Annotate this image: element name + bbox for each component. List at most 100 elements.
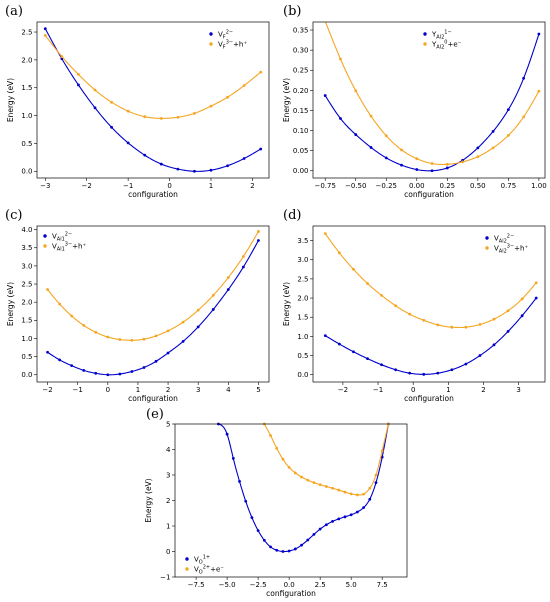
data-point	[130, 338, 134, 342]
axes-frame	[312, 225, 546, 383]
data-point	[380, 363, 383, 367]
data-point	[196, 325, 200, 329]
data-point	[93, 88, 97, 92]
data-point	[142, 366, 146, 369]
data-point	[380, 293, 383, 297]
data-point	[461, 160, 464, 164]
data-point	[269, 545, 272, 549]
x-tick-label: −2	[82, 182, 92, 190]
data-point	[159, 162, 163, 166]
data-point	[436, 323, 440, 327]
data-point	[337, 488, 341, 492]
axes-frame	[312, 21, 546, 179]
y-tick-label: 0.25	[293, 67, 309, 75]
y-tick-label: 2.5	[297, 275, 308, 283]
y-tick-label: 3	[166, 471, 170, 479]
data-point	[118, 372, 122, 376]
y-tick-label: 0.05	[293, 147, 309, 155]
y-tick-label: 0.5	[21, 353, 32, 361]
data-point	[368, 486, 372, 490]
data-point	[430, 162, 434, 165]
y-tick-label: 2.5	[21, 28, 32, 36]
y-tick-label: 0.5	[297, 352, 308, 360]
data-point	[445, 162, 449, 166]
data-point	[287, 465, 291, 469]
y-axis-title: Energy (eV)	[282, 282, 291, 326]
data-point	[400, 148, 403, 152]
x-tick-label: −2	[338, 386, 348, 394]
y-tick-label: 2.0	[21, 56, 32, 64]
data-point	[262, 538, 266, 542]
data-point	[408, 371, 412, 375]
data-point	[380, 449, 384, 453]
data-point	[464, 362, 468, 366]
x-tick-label: −0.75	[314, 182, 335, 190]
data-point	[422, 318, 426, 322]
data-point	[60, 55, 64, 58]
data-point	[94, 371, 98, 375]
data-point	[106, 335, 110, 339]
data-point	[491, 146, 495, 150]
data-point	[324, 485, 328, 488]
y-tick-label: 2	[166, 497, 170, 505]
x-tick-label: −0.25	[376, 182, 397, 190]
x-axis-title: configuration	[404, 190, 454, 199]
y-axis-title: Energy (eV)	[6, 282, 15, 326]
data-point	[506, 330, 510, 333]
data-point	[522, 115, 526, 119]
data-point	[369, 146, 373, 149]
data-point	[70, 314, 74, 318]
data-point	[77, 72, 80, 76]
data-point	[343, 490, 347, 494]
data-point	[257, 239, 260, 242]
data-point	[491, 129, 495, 133]
data-point	[275, 446, 279, 450]
data-point	[318, 483, 322, 487]
x-tick-label: −1	[123, 182, 133, 190]
data-point	[166, 351, 170, 355]
data-point	[176, 115, 180, 119]
data-point	[337, 517, 341, 521]
y-tick-label: 2.0	[297, 294, 308, 302]
data-point	[478, 323, 482, 326]
data-point	[225, 432, 229, 436]
x-tick-label: −0.50	[345, 182, 366, 190]
x-axis-title: configuration	[404, 394, 454, 403]
data-point	[287, 549, 291, 553]
legend-label: VAl12−	[52, 231, 72, 242]
x-tick-label: 2.5	[315, 581, 326, 589]
data-point	[384, 134, 388, 138]
data-point	[242, 84, 246, 87]
x-tick-label: 4	[226, 386, 231, 394]
x-tick-label: 3	[196, 386, 200, 394]
data-point	[324, 523, 328, 527]
legend-marker	[185, 557, 189, 561]
data-point	[476, 146, 480, 150]
x-tick-label: 0.0	[284, 581, 295, 589]
data-point	[126, 141, 130, 145]
data-point	[312, 481, 316, 485]
chart-panel-2: (b) −0.75 −0.50 −0.25 0.00 0.25 0.50 0.75 1.00 0.…	[282, 4, 547, 199]
x-tick-label: 1	[209, 182, 213, 190]
x-tick-label: −3	[40, 182, 50, 190]
panel-label: (b)	[283, 4, 301, 19]
data-point	[250, 516, 254, 519]
x-tick-label: 0.00	[409, 182, 425, 190]
legend-marker	[423, 42, 427, 46]
data-point	[318, 527, 322, 531]
y-tick-label: 0.30	[293, 47, 309, 55]
data-point	[394, 304, 398, 308]
data-point	[46, 288, 49, 291]
data-point	[82, 324, 86, 327]
data-point	[226, 288, 230, 291]
legend: VAl22−VAl23−+h⁺	[485, 233, 528, 254]
legend-label: VAl22−	[494, 233, 514, 244]
data-point	[349, 492, 353, 496]
x-axis-title: configuration	[128, 190, 178, 199]
legend-label: VAl23−+h⁺	[494, 243, 528, 254]
data-point	[43, 27, 47, 31]
data-point	[380, 455, 384, 459]
data-point	[492, 343, 496, 347]
legend: VAl12−VAl13−+h⁺	[43, 231, 86, 252]
data-point	[226, 276, 230, 279]
